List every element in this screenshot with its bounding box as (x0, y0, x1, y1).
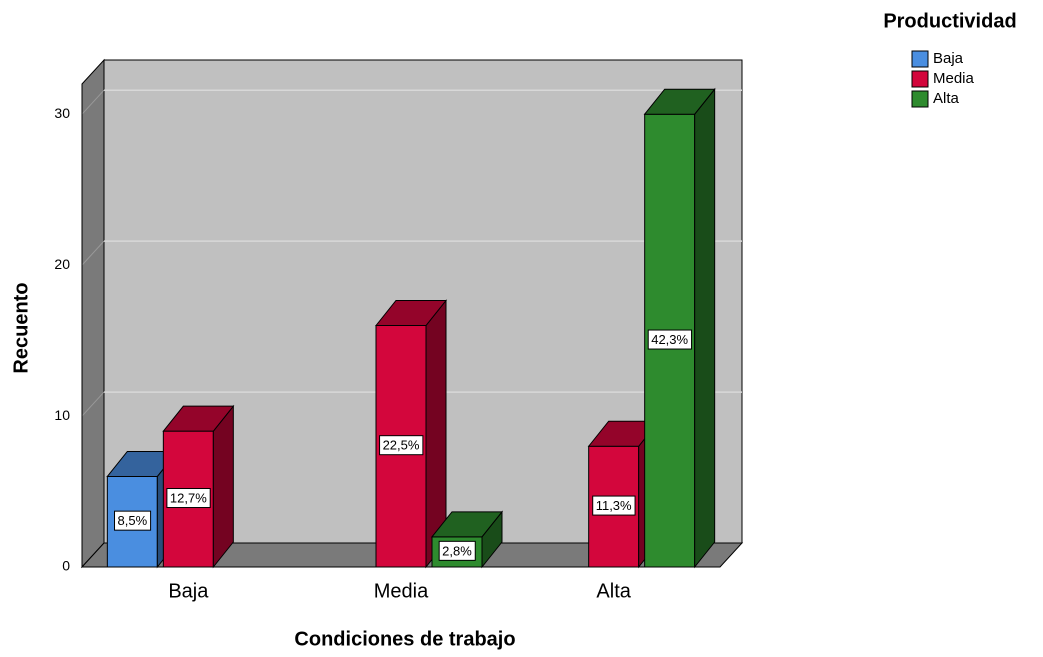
legend-label: Baja (933, 50, 964, 67)
x-tick-label: Media (374, 580, 429, 602)
y-tick-label: 30 (54, 105, 70, 121)
data-label: 11,3% (596, 498, 632, 513)
data-label-box (379, 435, 424, 456)
data-label: 22,5% (383, 438, 420, 453)
data-label-box (166, 488, 211, 509)
grid-line (81, 240, 105, 266)
y-axis-label: Recuento (10, 282, 32, 373)
bar (643, 87, 716, 569)
data-label-box (438, 540, 476, 561)
y-tick-label: 20 (54, 256, 70, 272)
legend-label: Alta (933, 90, 960, 107)
bar-top (162, 405, 235, 432)
data-label-box (114, 510, 152, 531)
data-label-box (647, 329, 693, 350)
grid-line (81, 89, 105, 115)
x-tick-label: Alta (596, 580, 631, 602)
legend-swatch (911, 70, 929, 88)
bar (162, 404, 235, 569)
legend-label: Media (933, 70, 975, 87)
data-label: 8,5% (118, 513, 148, 528)
legend-swatch (911, 50, 929, 68)
data-label-box (592, 495, 636, 516)
y-tick-label: 0 (62, 558, 70, 574)
y-tick-label: 10 (54, 407, 70, 423)
legend-swatch (911, 90, 929, 108)
bar (374, 299, 448, 569)
bar-top (643, 88, 716, 115)
bar-top (430, 511, 504, 538)
grid-line (81, 391, 105, 417)
data-label: 12,7% (170, 491, 207, 506)
data-label: 42,3% (651, 332, 688, 347)
legend-title: Productividad (883, 10, 1016, 32)
bar-side (212, 404, 234, 569)
left-wall (81, 58, 105, 569)
bar-side (694, 87, 716, 569)
data-label: 2,8% (442, 543, 472, 558)
x-tick-label: Baja (168, 580, 209, 602)
bar-top (374, 300, 448, 326)
x-axis-label: Condiciones de trabajo (294, 628, 515, 650)
